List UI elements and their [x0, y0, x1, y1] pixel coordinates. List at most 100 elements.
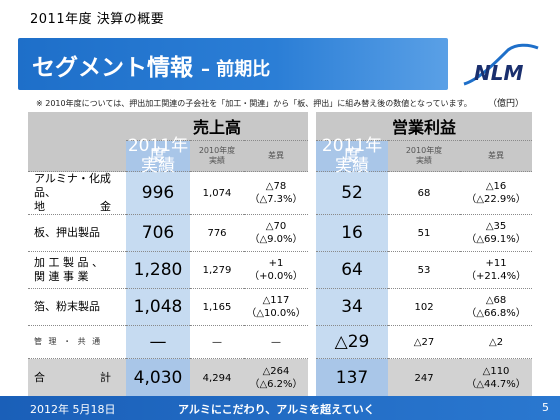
sub-header-previous: 2010年度 実績 [388, 140, 461, 172]
sub-header-current: 2011年度 実績 [316, 138, 389, 175]
footer-date: 2012年 5月18日 [30, 403, 116, 416]
sales-diff: △70 （△9.0%） [244, 214, 309, 252]
table-row: 加 工 製 品 、 関 連 事 業 1,280 1,279 +1 （+0.0%）… [28, 251, 533, 289]
sales-2011: — [126, 325, 190, 359]
page-title-suffix: – 前期比 [201, 59, 271, 80]
sales-diff-value: △264 [262, 366, 290, 377]
sales-diff: △78 （△7.3%） [244, 171, 309, 215]
sales-2011: 706 [126, 214, 190, 252]
group-header-sales: 売上高 [126, 112, 309, 141]
sales-2011: 996 [126, 171, 190, 215]
op-diff: △110 （△44.7%） [460, 358, 533, 397]
op-2010: 51 [388, 214, 461, 252]
sales-diff: △264 （△6.2%） [244, 358, 309, 397]
sales-diff-value: △78 [265, 181, 287, 192]
sales-diff-pct: （△10.0%） [246, 308, 306, 319]
op-2010: 247 [388, 358, 461, 397]
table-row: 箔、粉末製品 1,048 1,165 △117 （△10.0%） 34 102 … [28, 288, 533, 326]
group-separator [308, 288, 317, 326]
header-corner [28, 112, 126, 172]
table-row: アルミナ・化成品、 地 金 996 1,074 △78 （△7.3%） 52 6… [28, 171, 533, 215]
sub-header-diff: 差異 [244, 140, 309, 172]
sales-diff-value: +1 [268, 258, 284, 269]
op-2010: 53 [388, 251, 461, 289]
sales-diff-value: △117 [262, 295, 290, 306]
sales-diff-pct: （+0.0%） [249, 271, 303, 282]
op-diff: △16 （△22.9%） [460, 171, 533, 215]
sub-header-current: 2011年度 実績 [126, 136, 190, 176]
op-diff-value: △110 [482, 366, 510, 377]
row-label-line2: 地 金 [34, 200, 111, 213]
row-label: 板、押出製品 [28, 214, 126, 252]
section-label: 2011年度 決算の概要 [30, 12, 165, 27]
op-diff-value: +11 [485, 258, 507, 269]
group-separator [308, 112, 317, 172]
logo-swoosh-icon [463, 43, 539, 86]
sales-2011: 4,030 [126, 358, 190, 397]
op-2010: △27 [388, 325, 461, 359]
op-diff: △35 （△69.1%） [460, 214, 533, 252]
row-label-line1: アルミナ・化成品、 [34, 172, 111, 199]
group-header-operating-profit: 営業利益 [316, 112, 533, 141]
sub-header-previous: 2010年度 実績 [190, 140, 244, 172]
sales-2010: — [190, 325, 244, 359]
sales-diff: △117 （△10.0%） [244, 288, 309, 326]
row-label-line1: 箔、粉末製品 [34, 300, 100, 313]
page-title-main: セグメント情報 [32, 55, 193, 81]
row-label-line2: 関 連 事 業 [34, 270, 89, 283]
op-diff-value: △35 [485, 221, 507, 232]
sales-2010: 1,074 [190, 171, 244, 215]
group-header-row: 売上高 営業利益 [28, 112, 533, 172]
row-label: 管 理 ・ 共 通 [28, 325, 126, 359]
sub-header-diff: 差異 [460, 140, 533, 172]
sales-diff-pct: （△7.3%） [249, 194, 303, 205]
row-label-line1: 加 工 製 品 、 [34, 256, 103, 269]
sales-diff: — [244, 325, 309, 359]
sales-diff-pct: （△9.0%） [249, 234, 303, 245]
row-label: アルミナ・化成品、 地 金 [28, 171, 126, 215]
group-separator [308, 251, 317, 289]
row-label: 箔、粉末製品 [28, 288, 126, 326]
group-separator [308, 214, 317, 252]
op-2011: 137 [316, 358, 389, 397]
sub-header-row: 2011年度 実績 2010年度 実績 差異 2011年度 実績 2010年度 … [28, 136, 533, 176]
nlm-logo: NLM [463, 43, 539, 86]
page-number: 5 [542, 401, 549, 414]
segment-table: 売上高 営業利益 2011年度 実績 2010年度 実績 差異 2011年度 実… [28, 112, 533, 397]
op-diff-value: △16 [485, 181, 507, 192]
op-2011: 34 [316, 288, 389, 326]
group-separator [308, 358, 317, 397]
logo-text: NLM [474, 61, 523, 85]
op-2011: 64 [316, 251, 389, 289]
page-title: セグメント情報 – 前期比 [32, 48, 270, 82]
footer-slogan: アルミにこだわり、アルミを超えていく [178, 403, 375, 416]
sales-diff-value: △70 [265, 221, 287, 232]
op-diff: △68 （△66.8%） [460, 288, 533, 326]
sales-diff-pct: （△6.2%） [249, 379, 303, 390]
group-separator [308, 325, 317, 359]
row-label: 加 工 製 品 、 関 連 事 業 [28, 251, 126, 289]
op-diff-pct: （△66.8%） [466, 308, 526, 319]
op-diff-value: △68 [485, 295, 507, 306]
op-2011: △29 [316, 325, 389, 359]
sales-2011: 1,048 [126, 288, 190, 326]
sales-2010: 4,294 [190, 358, 244, 397]
sales-diff: +1 （+0.0%） [244, 251, 309, 289]
op-diff-pct: （△44.7%） [466, 379, 526, 390]
table-row-management: 管 理 ・ 共 通 — — — △29 △27 △2 [28, 325, 533, 359]
row-label: 合 計 [28, 358, 126, 397]
footnote: ※ 2010年度については、押出加工関連の子会社を「加工・関連」から「板、押出」… [36, 99, 472, 108]
table-row-total: 合 計 4,030 4,294 △264 （△6.2%） 137 247 △11… [28, 358, 533, 397]
op-diff: +11 （+21.4%） [460, 251, 533, 289]
table-row: 板、押出製品 706 776 △70 （△9.0%） 16 51 △35 （△6… [28, 214, 533, 252]
op-2010: 68 [388, 171, 461, 215]
title-bar: セグメント情報 – 前期比 [18, 38, 448, 90]
sales-2010: 1,279 [190, 251, 244, 289]
op-2011: 52 [316, 171, 389, 215]
op-diff-pct: （△69.1%） [466, 234, 526, 245]
op-diff-pct: （△22.9%） [466, 194, 526, 205]
row-label-line1: 板、押出製品 [34, 226, 100, 239]
unit-label: （億円） [488, 99, 525, 109]
sales-2011: 1,280 [126, 251, 190, 289]
op-2011: 16 [316, 214, 389, 252]
